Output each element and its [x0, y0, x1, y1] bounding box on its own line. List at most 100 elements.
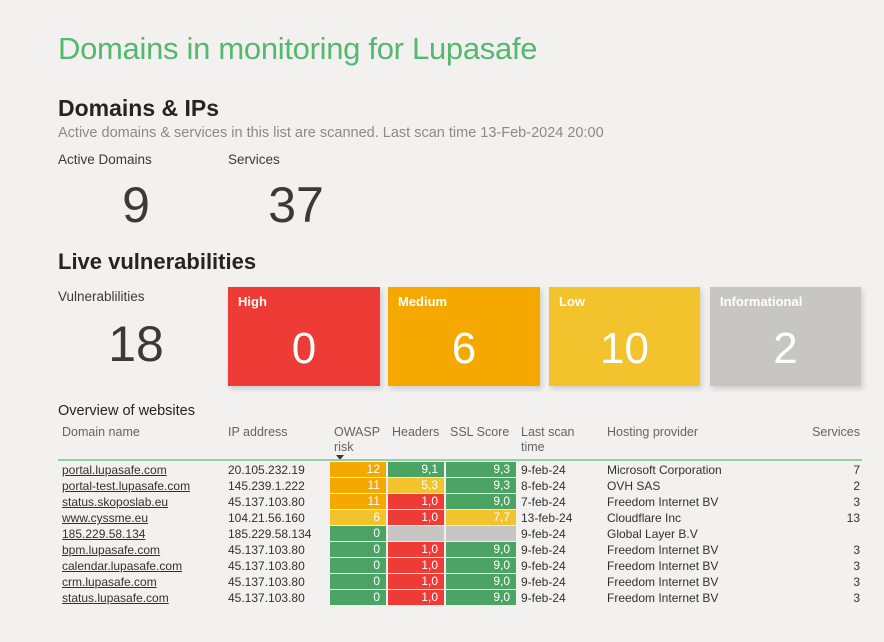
ssl-cell: 9,0 — [446, 574, 516, 589]
headers-cell: 1,0 — [388, 558, 444, 573]
table-row: status.lupasafe.com 45.137.103.80 0 1,0 … — [0, 590, 884, 606]
severity-card-medium-value: 6 — [451, 323, 477, 373]
services-cell: 2 — [853, 479, 860, 493]
ssl-cell: 9,0 — [446, 494, 516, 509]
domain-link[interactable]: status.lupasafe.com — [62, 591, 169, 605]
ssl-cell: 7,7 — [446, 510, 516, 525]
last-scan-cell: 9-feb-24 — [521, 575, 566, 589]
domains-section-heading: Domains & IPs — [58, 95, 220, 121]
headers-cell: 9,1 — [388, 462, 444, 477]
column-header-services[interactable]: Services — [812, 425, 860, 439]
severity-card-informational[interactable]: Informational 2 — [710, 287, 861, 386]
ip-cell: 145.239.1.222 — [228, 479, 305, 493]
severity-card-low[interactable]: Low 10 — [549, 287, 700, 386]
owasp-cell: 11 — [330, 494, 386, 509]
table-row: www.cyssme.eu 104.21.56.160 6 1,0 7,7 13… — [0, 510, 884, 526]
ssl-cell — [446, 526, 516, 541]
headers-cell: 1,0 — [388, 510, 444, 525]
hosting-cell: Freedom Internet BV — [607, 591, 719, 605]
last-scan-cell: 7-feb-24 — [521, 495, 566, 509]
owasp-cell: 11 — [330, 478, 386, 493]
column-header-hosting[interactable]: Hosting provider — [607, 425, 699, 439]
domain-link[interactable]: bpm.lupasafe.com — [62, 543, 161, 557]
last-scan-cell: 9-feb-24 — [521, 463, 566, 477]
domain-link[interactable]: 185.229.58.134 — [62, 527, 146, 541]
severity-card-high-value: 0 — [291, 323, 317, 373]
ip-cell: 185.229.58.134 — [228, 527, 312, 541]
ssl-cell: 9,3 — [446, 462, 516, 477]
hosting-cell: Global Layer B.V — [607, 527, 698, 541]
owasp-cell: 0 — [330, 558, 386, 573]
column-header-domain[interactable]: Domain name — [62, 425, 140, 439]
kpi-vulnerabilities-label: Vulnerablilities — [58, 289, 145, 304]
column-header-ssl[interactable]: SSL Score — [450, 425, 510, 439]
kpi-services-value: 37 — [268, 177, 324, 233]
severity-card-low-value: 10 — [600, 323, 649, 373]
hosting-cell: OVH SAS — [607, 479, 661, 493]
owasp-cell: 12 — [330, 462, 386, 477]
domain-link[interactable]: crm.lupasafe.com — [62, 575, 157, 589]
headers-cell: 1,0 — [388, 542, 444, 557]
domains-section-subtitle: Active domains & services in this list a… — [58, 125, 604, 141]
last-scan-cell: 13-feb-24 — [521, 511, 573, 525]
owasp-cell: 0 — [330, 542, 386, 557]
table-header-divider — [58, 459, 862, 461]
page-title: Domains in monitoring for Lupasafe — [58, 31, 538, 66]
ssl-cell: 9,3 — [446, 478, 516, 493]
severity-card-medium-label: Medium — [398, 294, 448, 309]
owasp-cell: 0 — [330, 590, 386, 605]
owasp-cell: 0 — [330, 526, 386, 541]
severity-card-medium[interactable]: Medium 6 — [388, 287, 540, 386]
table-row: crm.lupasafe.com 45.137.103.80 0 1,0 9,0… — [0, 574, 884, 590]
kpi-active-domains-value: 9 — [122, 177, 150, 233]
services-cell: 3 — [853, 543, 860, 557]
severity-card-low-label: Low — [559, 294, 585, 309]
services-cell: 7 — [853, 463, 860, 477]
headers-cell: 1,0 — [388, 574, 444, 589]
headers-cell — [388, 526, 444, 541]
column-header-last-scan[interactable]: Last scan time — [521, 425, 575, 454]
table-row: calendar.lupasafe.com 45.137.103.80 0 1,… — [0, 558, 884, 574]
last-scan-cell: 9-feb-24 — [521, 591, 566, 605]
ssl-cell: 9,0 — [446, 590, 516, 605]
column-header-owasp[interactable]: OWASP risk — [334, 425, 380, 454]
table-row: 185.229.58.134 185.229.58.134 0 9-feb-24… — [0, 526, 884, 542]
ip-cell: 45.137.103.80 — [228, 543, 305, 557]
domain-link[interactable]: portal-test.lupasafe.com — [62, 479, 191, 493]
domain-link[interactable]: status.skoposlab.eu — [62, 495, 169, 509]
table-rows: portal.lupasafe.com 20.105.232.19 12 9,1… — [0, 462, 884, 606]
ssl-cell: 9,0 — [446, 558, 516, 573]
ip-cell: 45.137.103.80 — [228, 575, 305, 589]
ip-cell: 45.137.103.80 — [228, 495, 305, 509]
kpi-vulnerabilities-value: 18 — [108, 316, 164, 372]
sort-descending-icon[interactable] — [336, 455, 344, 460]
headers-cell: 1,0 — [388, 494, 444, 509]
kpi-services-label: Services — [228, 152, 280, 167]
domain-link[interactable]: portal.lupasafe.com — [62, 463, 167, 477]
services-cell: 3 — [853, 559, 860, 573]
severity-card-high-label: High — [238, 294, 267, 309]
table-row: status.skoposlab.eu 45.137.103.80 11 1,0… — [0, 494, 884, 510]
services-cell: 3 — [853, 591, 860, 605]
hosting-cell: Freedom Internet BV — [607, 575, 719, 589]
column-header-ip[interactable]: IP address — [228, 425, 288, 439]
ip-cell: 45.137.103.80 — [228, 591, 305, 605]
domain-link[interactable]: www.cyssme.eu — [62, 511, 149, 525]
severity-card-informational-label: Informational — [720, 294, 803, 309]
owasp-cell: 6 — [330, 510, 386, 525]
services-cell: 3 — [853, 495, 860, 509]
hosting-cell: Freedom Internet BV — [607, 559, 719, 573]
ssl-cell: 9,0 — [446, 542, 516, 557]
owasp-cell: 0 — [330, 574, 386, 589]
vulnerabilities-section-heading: Live vulnerabilities — [58, 249, 257, 274]
hosting-cell: Microsoft Corporation — [607, 463, 722, 477]
headers-cell: 5,3 — [388, 478, 444, 493]
domain-link[interactable]: calendar.lupasafe.com — [62, 559, 183, 573]
column-header-headers[interactable]: Headers — [392, 425, 440, 439]
hosting-cell: Freedom Internet BV — [607, 495, 719, 509]
last-scan-cell: 8-feb-24 — [521, 479, 566, 493]
severity-card-informational-value: 2 — [773, 323, 798, 373]
services-cell: 13 — [846, 511, 860, 525]
severity-card-high[interactable]: High 0 — [228, 287, 380, 386]
